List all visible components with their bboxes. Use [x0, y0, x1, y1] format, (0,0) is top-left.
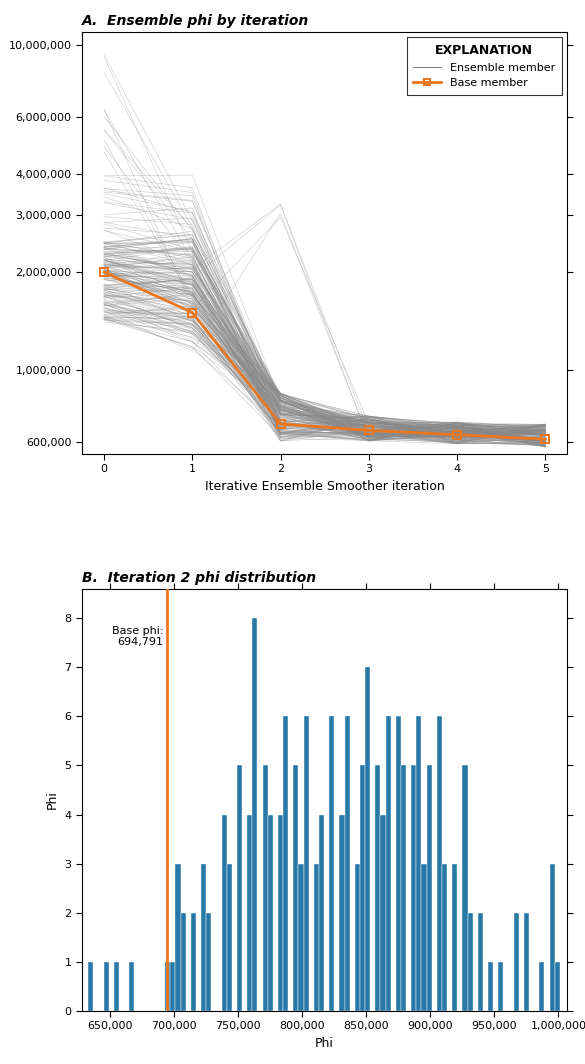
X-axis label: Iterative Ensemble Smoother iteration: Iterative Ensemble Smoother iteration [205, 480, 445, 493]
Text: B.  Iteration 2 phi distribution: B. Iteration 2 phi distribution [82, 571, 316, 585]
Bar [417, 716, 421, 1011]
Bar [104, 962, 109, 1011]
Bar [396, 716, 401, 1011]
Bar [165, 962, 170, 1011]
Bar [237, 765, 242, 1011]
Bar [252, 618, 257, 1011]
Bar [298, 864, 304, 1011]
Bar [206, 913, 211, 1011]
Bar [263, 765, 268, 1011]
Bar [222, 815, 226, 1011]
Bar [329, 716, 334, 1011]
Bar [365, 667, 370, 1011]
Bar [467, 913, 473, 1011]
Bar [181, 913, 185, 1011]
Bar [514, 913, 519, 1011]
Y-axis label: Phi: Phi [0, 233, 3, 252]
Bar [401, 765, 406, 1011]
Bar [539, 962, 545, 1011]
Bar [426, 765, 432, 1011]
Text: Base phi:
694,791: Base phi: 694,791 [112, 626, 164, 647]
Bar [421, 864, 426, 1011]
Bar [226, 864, 232, 1011]
Legend: Ensemble member, Base member: Ensemble member, Base member [407, 37, 562, 95]
Bar [478, 913, 483, 1011]
Bar [314, 864, 319, 1011]
Bar [247, 815, 252, 1011]
Bar [437, 716, 442, 1011]
Bar [176, 864, 181, 1011]
Bar [462, 765, 467, 1011]
Bar [201, 864, 206, 1011]
Bar [304, 716, 309, 1011]
Bar [283, 716, 288, 1011]
Bar [442, 864, 447, 1011]
Bar [498, 962, 504, 1011]
Bar [555, 962, 560, 1011]
Y-axis label: Phi: Phi [46, 791, 59, 810]
Bar [411, 765, 417, 1011]
Bar [549, 864, 555, 1011]
Bar [355, 864, 360, 1011]
Bar [376, 765, 380, 1011]
Bar [278, 815, 283, 1011]
Bar [360, 765, 365, 1011]
Bar [452, 864, 457, 1011]
X-axis label: Phi: Phi [315, 1036, 334, 1050]
Bar [88, 962, 94, 1011]
Bar [386, 716, 391, 1011]
Bar [191, 913, 196, 1011]
Bar [524, 913, 529, 1011]
Bar [114, 962, 119, 1011]
Bar [339, 815, 345, 1011]
Bar [345, 716, 350, 1011]
Text: A.  Ensemble phi by iteration: A. Ensemble phi by iteration [82, 14, 309, 28]
Bar [488, 962, 493, 1011]
Bar [380, 815, 386, 1011]
Bar [268, 815, 273, 1011]
Bar [293, 765, 298, 1011]
Bar [129, 962, 135, 1011]
Bar [170, 962, 176, 1011]
Bar [319, 815, 324, 1011]
